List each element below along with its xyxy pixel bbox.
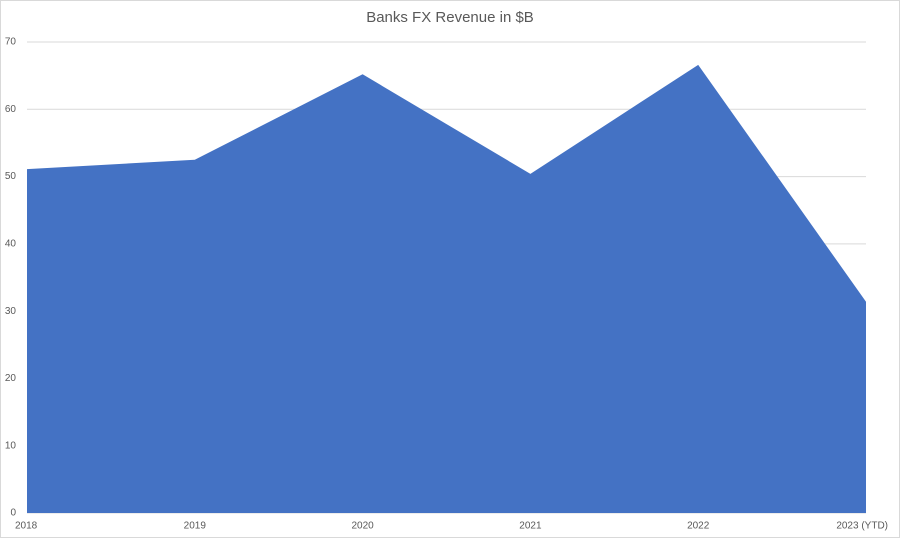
- area: [27, 64, 866, 514]
- x-tick-label: 2020: [351, 521, 374, 532]
- y-tick-label: 50: [5, 171, 17, 182]
- y-tick-label: 10: [5, 440, 17, 451]
- y-tick-label: 30: [5, 306, 17, 317]
- y-tick-label: 60: [5, 104, 17, 115]
- y-tick-label: 20: [5, 373, 17, 384]
- x-tick-label: 2018: [15, 521, 38, 532]
- y-tick-label: 40: [5, 238, 17, 249]
- x-tick-label: 2023 (YTD): [836, 521, 888, 532]
- x-tick-label: 2022: [687, 521, 710, 532]
- x-tick-label: 2021: [519, 521, 542, 532]
- y-tick-label: 0: [10, 508, 16, 519]
- y-tick-label: 70: [5, 37, 17, 48]
- chart-title: Banks FX Revenue in $B: [366, 9, 534, 26]
- x-tick-label: 2019: [184, 521, 207, 532]
